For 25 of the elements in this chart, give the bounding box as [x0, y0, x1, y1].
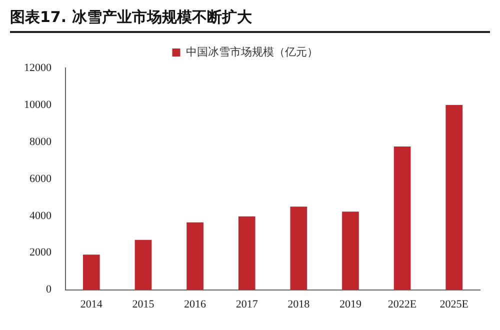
legend-label: 中国冰雪市场规模（亿元） [186, 45, 318, 58]
bar [238, 216, 256, 290]
bar [186, 222, 204, 290]
y-tick-label: 6000 [30, 172, 52, 185]
y-tick-label: 0 [46, 284, 52, 296]
x-tick-label: 2022E [388, 298, 417, 310]
y-tick-label: 2000 [30, 246, 52, 259]
x-tick-label: 2019 [339, 298, 362, 310]
chart-title: 图表17. 冰雪产业市场规模不断扩大 [10, 0, 490, 33]
y-tick-label: 12000 [24, 62, 52, 74]
bar [342, 212, 359, 290]
bar [290, 206, 308, 290]
x-tick-label: 2016 [184, 298, 207, 310]
y-tick-label: 4000 [30, 210, 52, 222]
bar [446, 104, 463, 290]
bar [134, 240, 152, 290]
x-tick-label: 2017 [236, 298, 258, 310]
x-tick-label: 2015 [132, 298, 155, 310]
bar [394, 146, 411, 290]
x-tick-label: 2014 [80, 298, 103, 310]
y-tick-label: 8000 [30, 136, 52, 148]
bar [82, 254, 100, 290]
x-tick-label: 2025E [440, 298, 469, 310]
y-tick-label: 10000 [24, 98, 52, 111]
x-tick-label: 2018 [288, 298, 310, 310]
